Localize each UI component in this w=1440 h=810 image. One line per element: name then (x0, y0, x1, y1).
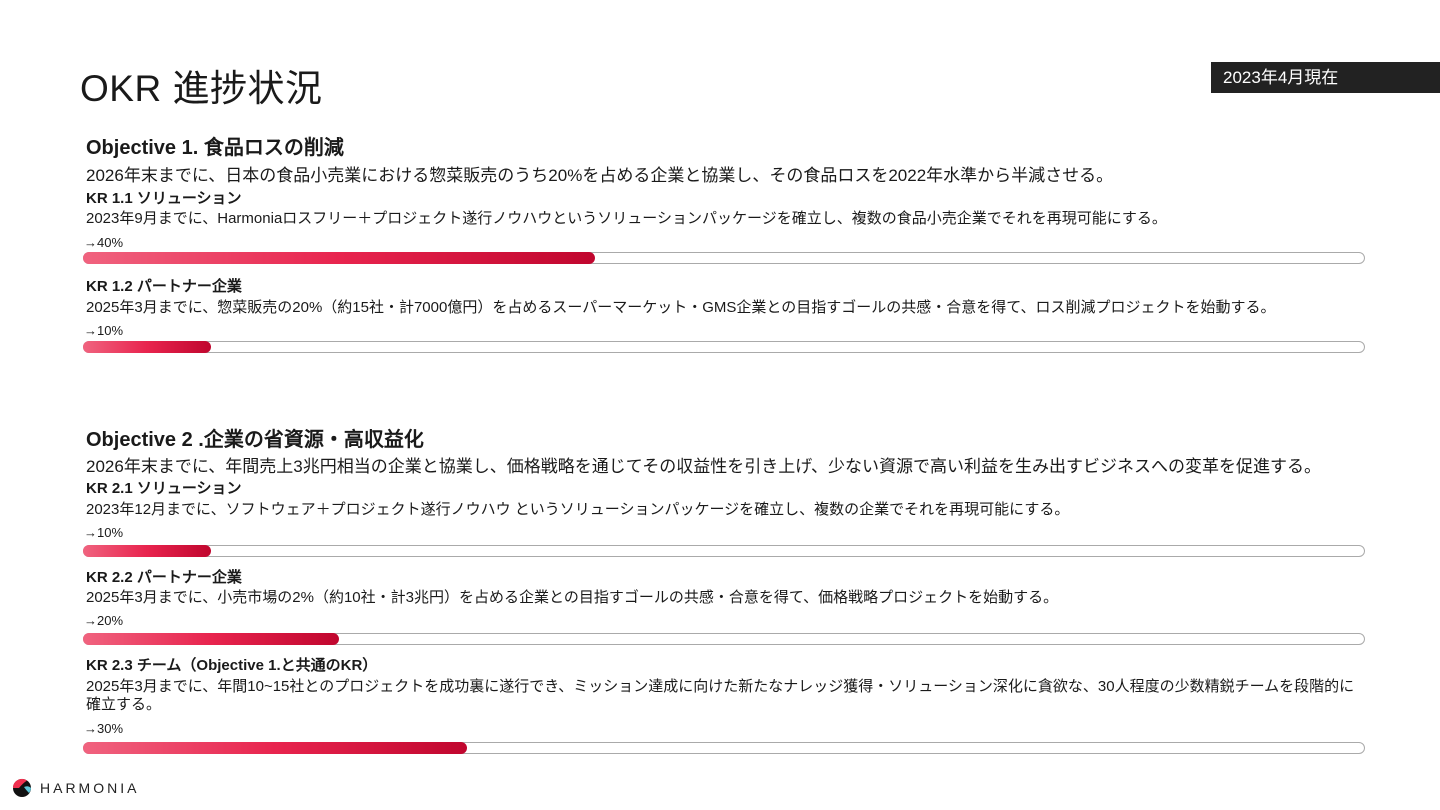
objective-2-title: Objective 2 .企業の省資源・高収益化 (86, 429, 424, 451)
progress-fill (83, 252, 595, 264)
page-title: OKR 進捗状況 (80, 68, 323, 109)
progress-fill (83, 545, 211, 557)
objective-1-description: 2026年末までに、日本の食品小売業における惣菜販売のうち20%を占める企業と協… (86, 166, 1114, 185)
progress-fill (83, 742, 467, 754)
kr-2-3-title: KR 2.3 チーム（Objective 1.と共通のKR） (86, 657, 378, 674)
kr-1-1-description: 2023年9月までに、Harmoniaロスフリー＋プロジェクト遂行ノウハウという… (86, 210, 1167, 227)
objective-2-description: 2026年末までに、年間売上3兆円相当の企業と協業し、価格戦略を通じてその収益性… (86, 457, 1322, 476)
kr-2-1-progress-label: →10% (84, 525, 124, 540)
objective-1-title: Objective 1. 食品ロスの削減 (86, 137, 344, 159)
kr-1-1-progress-bar (83, 252, 1365, 264)
kr-2-3-progress-bar (83, 742, 1365, 754)
kr-1-2-description: 2025年3月までに、惣菜販売の20%（約15社・計7000億円）を占めるスーパ… (86, 299, 1276, 316)
kr-1-2-title: KR 1.2 パートナー企業 (86, 278, 242, 295)
kr-2-2-progress-label: →20% (84, 613, 124, 628)
kr-1-1-title: KR 1.1 ソリューション (86, 190, 242, 207)
kr-2-2-title: KR 2.2 パートナー企業 (86, 569, 242, 586)
kr-2-3-description: 2025年3月までに、年間10~15社とのプロジェクトを成功裏に遂行でき、ミッシ… (86, 678, 1355, 713)
kr-2-1-title: KR 2.1 ソリューション (86, 480, 242, 497)
date-badge: 2023年4月現在 (1211, 62, 1440, 93)
kr-1-2-progress-label: →10% (84, 323, 124, 338)
kr-2-1-progress-bar (83, 545, 1365, 557)
kr-2-1-description: 2023年12月までに、ソフトウェア＋プロジェクト遂行ノウハウ というソリューシ… (86, 501, 1070, 518)
kr-2-3-progress-label: →30% (84, 721, 124, 736)
kr-1-2-progress-bar (83, 341, 1365, 353)
progress-fill (83, 341, 211, 353)
harmonia-logo: HARMONIA (12, 778, 139, 798)
harmonia-logo-icon (12, 778, 31, 797)
logo-text: HARMONIA (40, 780, 140, 796)
kr-2-2-description: 2025年3月までに、小売市場の2%（約10社・計3兆円）を占める企業との目指す… (86, 589, 1059, 606)
kr-1-1-progress-label: →40% (84, 235, 124, 250)
kr-2-2-progress-bar (83, 633, 1365, 645)
progress-fill (83, 633, 339, 645)
